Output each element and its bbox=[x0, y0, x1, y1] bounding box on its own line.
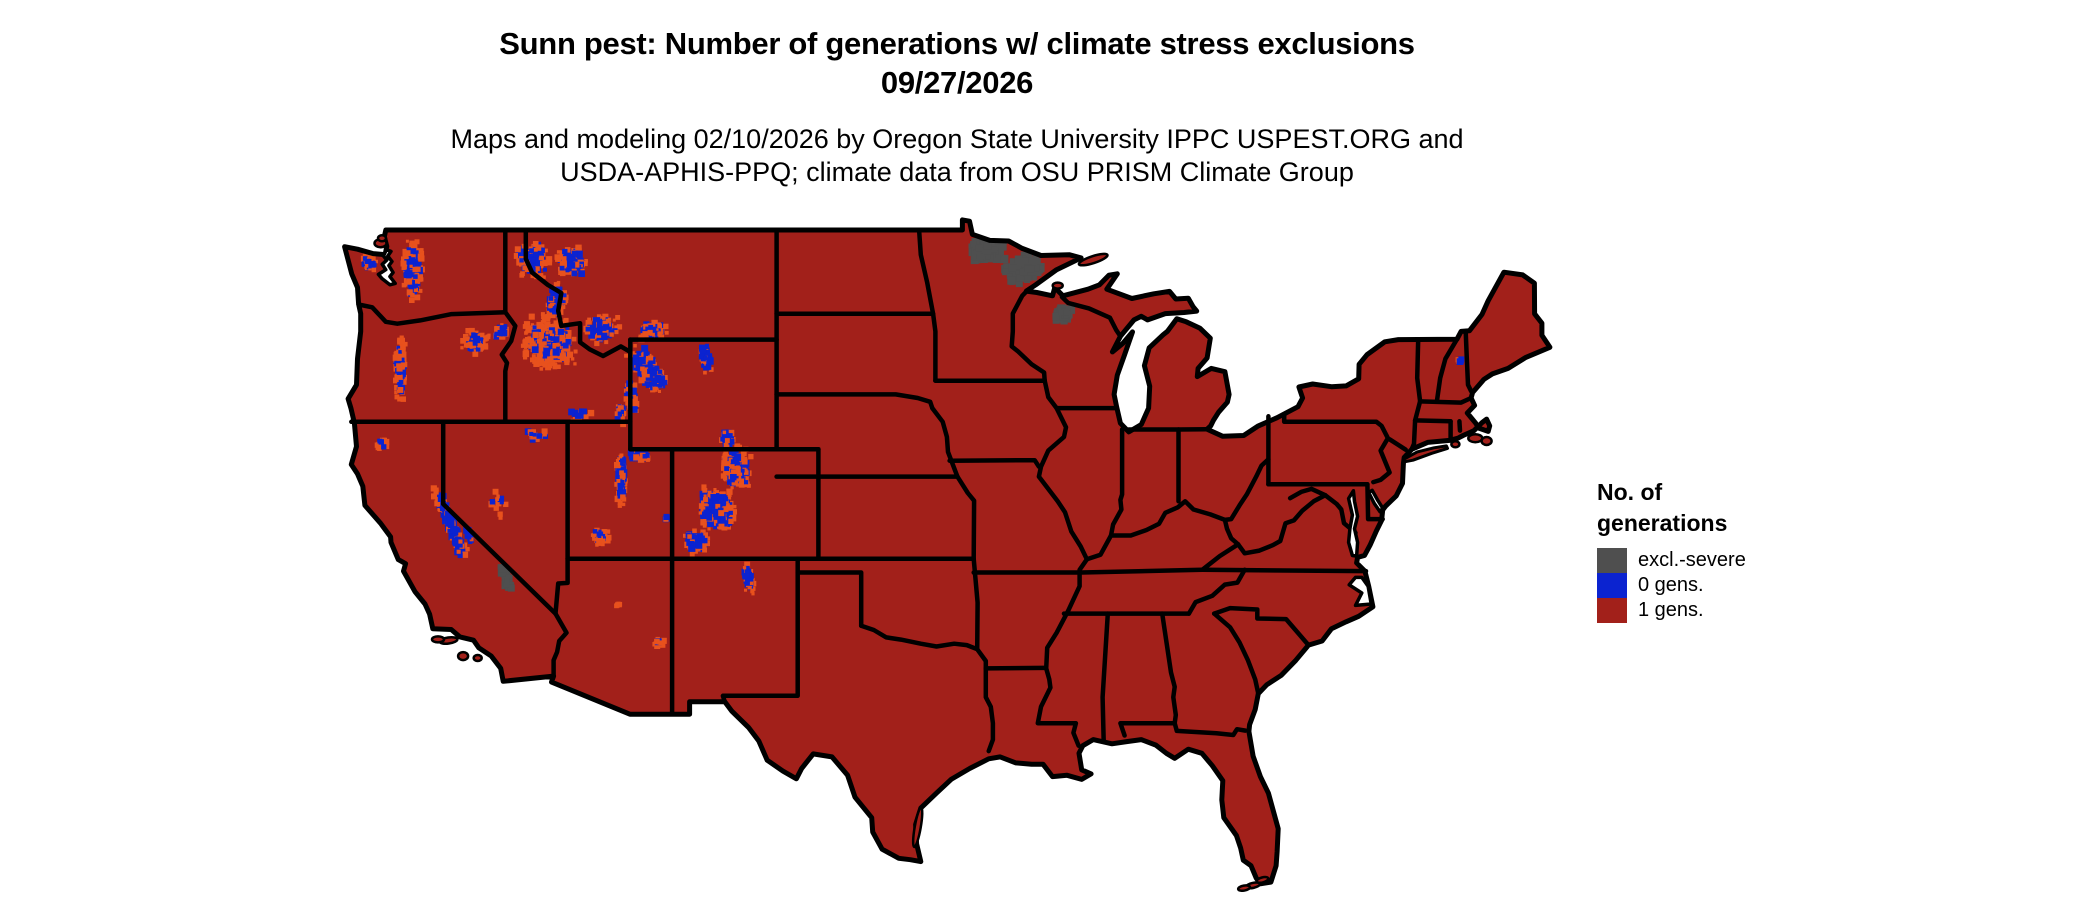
subtitle-line1: Maps and modeling 02/10/2026 by Oregon S… bbox=[450, 124, 1464, 154]
page-title-date: 09/27/2026 bbox=[880, 65, 1034, 100]
legend-label-zero-gens: 0 gens. bbox=[1638, 574, 1704, 596]
legend-title-line2: generations bbox=[1597, 510, 1728, 536]
raster-patches bbox=[360, 234, 1465, 649]
bays-and-sounds bbox=[376, 247, 1385, 608]
small-islands bbox=[373, 233, 1493, 893]
legend-item-excl-severe: excl.-severe bbox=[1597, 548, 1877, 573]
legend-item-zero-gens: 0 gens. bbox=[1597, 573, 1877, 598]
legend-title: No. of generations bbox=[1597, 477, 1877, 539]
state-borders bbox=[349, 227, 1474, 754]
long-island bbox=[1402, 444, 1449, 464]
legend-swatch-one-gen bbox=[1597, 598, 1627, 623]
legend-item-one-gen: 1 gens. bbox=[1597, 598, 1877, 623]
legend-swatch-zero-gens bbox=[1597, 573, 1627, 598]
page-title: Sunn pest: Number of generations w/ clim… bbox=[499, 26, 1415, 61]
legend-label-one-gen: 1 gens. bbox=[1638, 599, 1704, 621]
legend-items: excl.-severe 0 gens. 1 gens. bbox=[1597, 548, 1877, 623]
figure-subtitle: Maps and modeling 02/10/2026 by Oregon S… bbox=[0, 123, 1914, 189]
map-legend: No. of generations excl.-severe 0 gens. … bbox=[1597, 477, 1877, 623]
conus-outline bbox=[342, 217, 1553, 887]
legend-swatch-excl-severe bbox=[1597, 548, 1627, 573]
legend-label-excl-severe: excl.-severe bbox=[1638, 549, 1746, 571]
figure-header: Sunn pest: Number of generations w/ clim… bbox=[0, 24, 1914, 189]
subtitle-line2: USDA-APHIS-PPQ; climate data from OSU PR… bbox=[560, 157, 1354, 187]
legend-title-line1: No. of bbox=[1597, 479, 1663, 505]
